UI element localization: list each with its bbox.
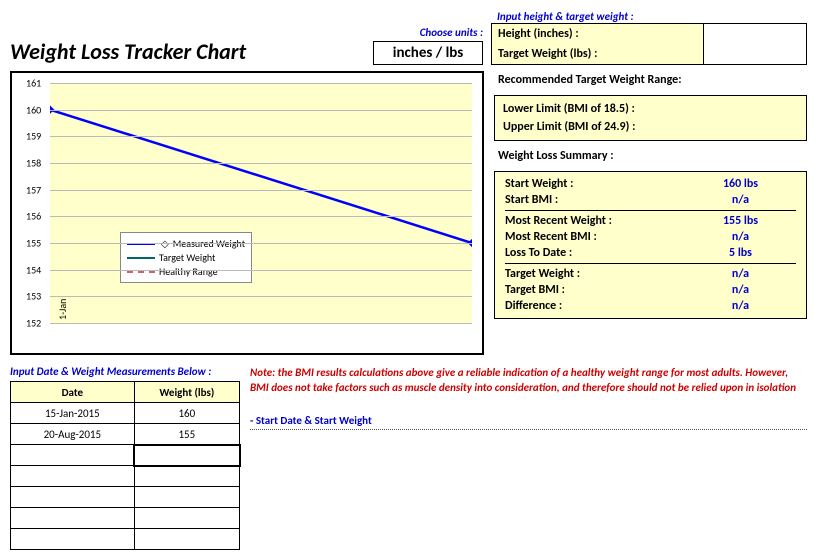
target-bmi-label: Target BMI : [495,283,675,297]
ytick: 159 [26,130,41,143]
weight-cell[interactable] [134,445,239,466]
weight-cell[interactable] [134,466,239,487]
start-bmi-value: n/a [675,193,806,207]
date-cell[interactable] [11,529,135,550]
page-title: Weight Loss Tracker Chart [10,38,365,65]
range-header: Recommended Target Weight Range: [494,71,807,89]
ytick: 157 [26,183,41,196]
date-cell[interactable] [11,487,135,508]
ytick: 153 [26,290,41,303]
recent-weight-label: Most Recent Weight : [495,214,675,228]
height-target-table: Height (inches) : Target Weight (lbs) : [491,23,807,65]
ytick: 158 [26,157,41,170]
target-weight-input[interactable] [704,44,807,65]
col-date: Date [11,382,135,403]
weight-chart: ◇Measured Weight Target Weight Healthy R… [10,71,484,355]
loss-label: Loss To Date : [495,246,675,260]
summary-header: Weight Loss Summary : [494,147,807,165]
data-entry-table[interactable]: Date Weight (lbs) 15-Jan-201516020-Aug-2… [10,381,240,550]
weight-cell[interactable] [134,487,239,508]
ytick: 152 [26,317,41,330]
recent-bmi-label: Most Recent BMI : [495,230,675,244]
weight-cell[interactable] [134,529,239,550]
lower-limit-label: Lower Limit (BMI of 18.5) : [503,100,798,118]
weight-cell[interactable]: 160 [134,403,239,424]
target-wt-value: n/a [675,267,806,281]
legend-target: Target Weight [159,251,215,264]
recent-bmi-value: n/a [675,230,806,244]
upper-limit-label: Upper Limit (BMI of 24.9) : [503,118,798,136]
ytick: 160 [26,103,41,116]
start-weight-label: Start Weight : [495,177,675,191]
weight-cell[interactable]: 155 [134,424,239,445]
ytick: 155 [26,237,41,250]
start-weight-value: 160 lbs [675,177,806,191]
date-cell[interactable]: 20-Aug-2015 [11,424,135,445]
start-bmi-label: Start BMI : [495,193,675,207]
target-bmi-value: n/a [675,283,806,297]
bmi-note: Note: the BMI results calculations above… [250,365,807,396]
recent-weight-value: 155 lbs [675,214,806,228]
chart-svg [50,83,472,323]
ytick: 161 [26,77,41,90]
diff-value: n/a [675,299,806,313]
diff-label: Difference : [495,299,675,313]
ytick: 156 [26,210,41,223]
height-input[interactable] [704,24,807,45]
input-data-label: Input Date & Weight Measurements Below : [10,365,240,378]
start-date-note: - Start Date & Start Weight [250,414,807,430]
height-label: Height (inches) : [492,24,704,45]
target-wt-label: Target Weight : [495,267,675,281]
ytick: 154 [26,263,41,276]
units-select[interactable]: inches / lbs [373,41,483,65]
col-weight: Weight (lbs) [134,382,239,403]
xtick: 1-Jan [56,299,69,320]
target-weight-label: Target Weight (lbs) : [492,44,704,65]
input-height-weight-label: Input height & target weight : [491,10,807,23]
loss-value: 5 lbs [675,246,806,260]
date-cell[interactable]: 15-Jan-2015 [11,403,135,424]
range-box: Lower Limit (BMI of 18.5) : Upper Limit … [494,95,807,141]
date-cell[interactable] [11,508,135,529]
legend-healthy: Healthy Range [159,265,218,278]
chart-legend: ◇Measured Weight Target Weight Healthy R… [120,232,252,283]
weight-cell[interactable] [134,508,239,529]
summary-box: Start Weight :160 lbs Start BMI :n/a Mos… [494,171,807,319]
date-cell[interactable] [11,466,135,487]
date-cell[interactable] [11,445,135,466]
choose-units-label: Choose units : [373,26,483,39]
